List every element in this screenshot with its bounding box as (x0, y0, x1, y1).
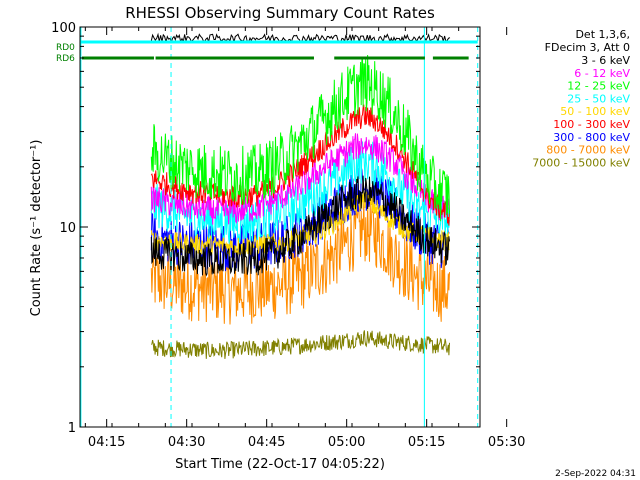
x-tick-label: 05:15 (408, 435, 445, 450)
series-line (150, 54, 450, 222)
flag-label: RD6 (56, 54, 75, 64)
x-axis-label: Start Time (22-Oct-17 04:05:22) (175, 457, 385, 472)
series-line (150, 330, 450, 359)
legend-entry: 6 - 12 keV (574, 67, 630, 80)
legend-header: Det 1,3,6, (575, 28, 630, 41)
y-axis-label: Count Rate (s⁻¹ detector⁻¹) (29, 140, 44, 317)
series-line (150, 104, 450, 226)
y-tick-label: 10 (59, 221, 76, 236)
x-tick-label: 05:00 (328, 435, 365, 450)
flag-label: RD0 (56, 43, 75, 53)
x-tick-label: 04:30 (168, 435, 205, 450)
x-tick-label: 04:15 (88, 435, 125, 450)
legend-entry: 100 - 300 keV (553, 118, 630, 131)
y-tick-label: 1 (68, 421, 76, 436)
footer-timestamp: 2-Sep-2022 04:31 (555, 469, 636, 479)
legend-entry: 50 - 100 keV (560, 105, 630, 118)
series-line (150, 166, 450, 272)
legend-entry: 300 - 800 keV (553, 131, 630, 144)
series-group (150, 32, 451, 359)
legend-header: FDecim 3, Att 0 (545, 41, 630, 54)
series-line (150, 133, 450, 225)
chart-title: RHESSI Observing Summary Count Rates (125, 4, 435, 22)
legend-entry: 3 - 6 keV (581, 54, 630, 67)
legend-entry: 12 - 25 keV (567, 80, 630, 93)
series-line (150, 195, 450, 325)
x-tick-label: 05:30 (488, 435, 525, 450)
y-tick-label: 100 (51, 21, 76, 36)
legend-entry: 800 - 7000 keV (546, 144, 630, 157)
series-line (150, 175, 450, 277)
x-tick-label: 04:45 (248, 435, 285, 450)
legend-entry: 7000 - 15000 keV (532, 156, 630, 169)
legend-entry: 25 - 50 keV (567, 92, 630, 105)
